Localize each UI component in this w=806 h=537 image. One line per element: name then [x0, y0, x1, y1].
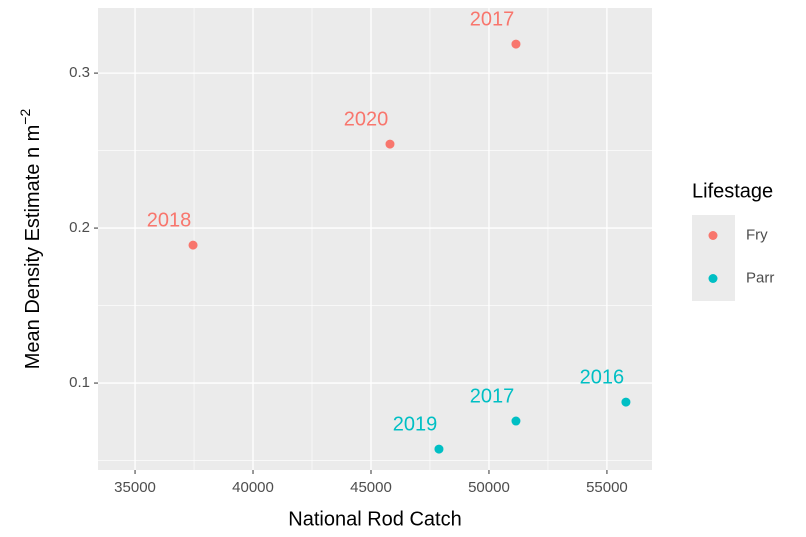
point-label: 2020: [344, 108, 389, 130]
x-tick-label: 40000: [232, 479, 274, 496]
x-axis-title: National Rod Catch: [288, 508, 461, 530]
point-label: 2017: [470, 8, 515, 30]
point-label: 2018: [147, 209, 192, 231]
data-point: [621, 397, 631, 407]
data-point: [511, 416, 521, 426]
legend-label: Parr: [746, 269, 774, 286]
legend-key: [708, 231, 718, 240]
x-tick-label: 50000: [468, 479, 510, 496]
y-tick-label: 0.2: [69, 219, 90, 236]
data-point: [385, 139, 395, 149]
x-tick-label: 45000: [350, 479, 392, 496]
legend-key: [708, 274, 718, 283]
legend-title: Lifestage: [692, 180, 773, 202]
y-axis-title-superscript: −2: [17, 109, 33, 125]
data-point: [188, 240, 198, 250]
y-axis-title: Mean Density Estimate n m−2: [17, 109, 45, 370]
data-point: [511, 39, 521, 49]
point-label: 2017: [470, 385, 515, 407]
y-tick-label: 0.3: [69, 64, 90, 81]
panel-background: [98, 8, 652, 470]
legend-key-background: [692, 215, 735, 301]
data-point: [434, 444, 444, 454]
legend-label: Fry: [746, 226, 768, 243]
y-axis-title-text: Mean Density Estimate n m: [22, 125, 44, 370]
x-tick-label: 55000: [586, 479, 628, 496]
point-label: 2019: [393, 413, 438, 435]
x-tick-label: 35000: [114, 479, 156, 496]
point-label: 2016: [580, 366, 625, 388]
y-tick-label: 0.1: [69, 374, 90, 391]
